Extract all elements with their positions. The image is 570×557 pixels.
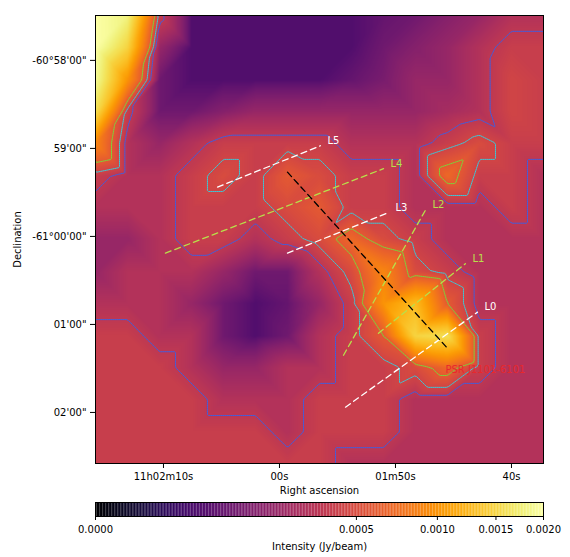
- svg-text:00s: 00s: [271, 471, 289, 482]
- svg-text:L1: L1: [472, 253, 484, 264]
- svg-text:0.0020: 0.0020: [526, 524, 561, 535]
- svg-text:Intensity (Jy/beam): Intensity (Jy/beam): [272, 541, 367, 552]
- svg-text:L2: L2: [433, 199, 445, 210]
- svg-text:L0: L0: [484, 301, 496, 312]
- svg-text:01'00": 01'00": [54, 319, 87, 330]
- svg-text:59'00": 59'00": [54, 143, 87, 154]
- svg-text:L4: L4: [391, 158, 403, 169]
- svg-text:Right ascension: Right ascension: [280, 485, 359, 496]
- svg-text:L3: L3: [396, 202, 408, 213]
- svg-text:02'00": 02'00": [54, 407, 87, 418]
- svg-text:-60°58'00": -60°58'00": [32, 55, 86, 66]
- svg-text:01m50s: 01m50s: [375, 471, 415, 482]
- svg-text:40s: 40s: [503, 471, 521, 482]
- svg-text:L5: L5: [327, 135, 339, 146]
- svg-text:0.0010: 0.0010: [420, 524, 455, 535]
- svg-text:-61°00'00": -61°00'00": [32, 231, 86, 242]
- svg-text:0.0005: 0.0005: [339, 524, 374, 535]
- svg-text:11h02m10s: 11h02m10s: [134, 471, 193, 482]
- svg-text:0.0000: 0.0000: [78, 524, 113, 535]
- svg-text:PSR J1101-6101: PSR J1101-6101: [445, 364, 525, 375]
- svg-text:0.0015: 0.0015: [478, 524, 513, 535]
- svg-text:Declination: Declination: [12, 211, 23, 268]
